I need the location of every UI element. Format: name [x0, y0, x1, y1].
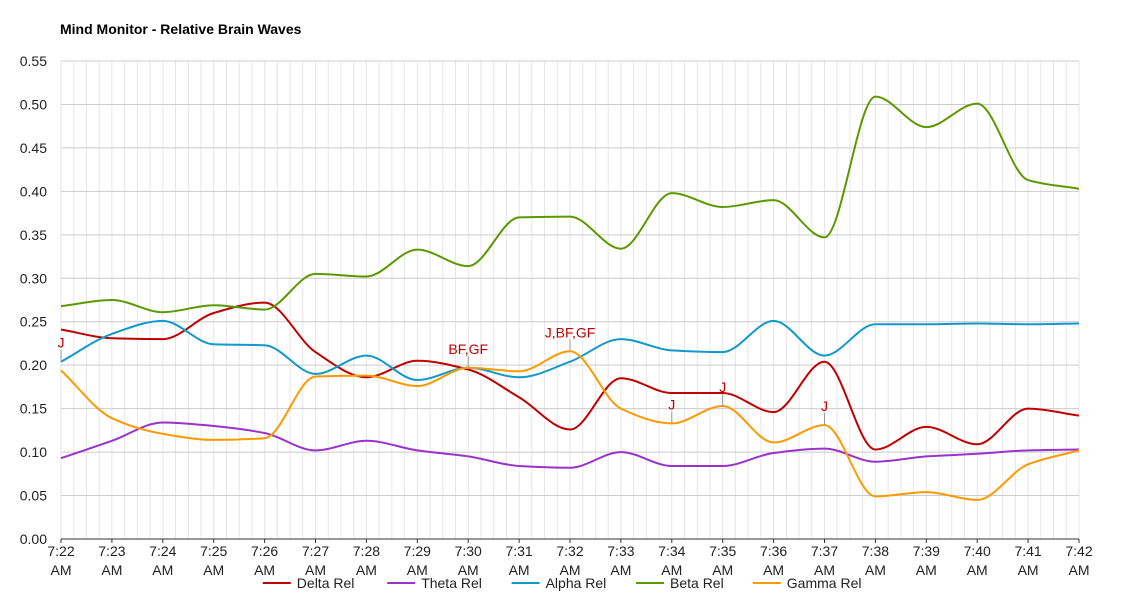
- legend-label: Gamma Rel: [787, 575, 862, 591]
- x-tick-label-ampm: AM: [916, 562, 937, 578]
- x-tick-label: 7:30: [455, 543, 482, 559]
- x-tick-label-ampm: AM: [152, 562, 173, 578]
- x-tick-label-ampm: AM: [51, 562, 72, 578]
- annotation-label: BF,GF: [448, 341, 488, 357]
- x-tick-label: 7:25: [200, 543, 227, 559]
- x-tick-label-ampm: AM: [1018, 562, 1039, 578]
- x-tick-label-ampm: AM: [610, 562, 631, 578]
- series-line-theta-rel: [60, 421, 1080, 469]
- x-tick-label: 7:32: [556, 543, 583, 559]
- annotation-label: J,BF,GF: [545, 324, 596, 340]
- series-line-alpha-rel: [60, 319, 1080, 381]
- y-tick-label: 0.35: [20, 227, 47, 243]
- x-tick-label-ampm: AM: [1069, 562, 1090, 578]
- y-tick-label: 0.40: [20, 183, 47, 199]
- y-tick-label: 0.15: [20, 401, 47, 417]
- x-tick-label-ampm: AM: [203, 562, 224, 578]
- y-tick-label: 0.30: [20, 270, 47, 286]
- annotation-label: J: [668, 396, 675, 412]
- x-tick-label: 7:31: [505, 543, 532, 559]
- y-tick-label: 0.55: [20, 53, 47, 69]
- x-tick-label: 7:38: [862, 543, 889, 559]
- x-tick-label: 7:40: [964, 543, 991, 559]
- x-tick-label-ampm: AM: [407, 562, 428, 578]
- axes: 0.00 0.05 0.10 0.15 0.20 0.25 0.30 0.35 0.40 0.45…: [20, 53, 1093, 578]
- chart-title: Mind Monitor - Relative Brain Waves: [60, 21, 302, 37]
- annotation-label: J: [821, 398, 828, 414]
- y-tick-label: 0.10: [20, 444, 47, 460]
- annotation-label: J: [58, 335, 65, 351]
- x-tick-label-ampm: AM: [763, 562, 784, 578]
- x-tick-label-ampm: AM: [305, 562, 326, 578]
- legend-label: Delta Rel: [297, 575, 355, 591]
- x-tick-label: 7:37: [811, 543, 838, 559]
- legend-label: Beta Rel: [670, 575, 724, 591]
- x-tick-label: 7:34: [658, 543, 685, 559]
- grid: [60, 60, 1080, 539]
- x-tick-label-ampm: AM: [356, 562, 377, 578]
- annotation-label: J: [719, 379, 726, 395]
- x-tick-label: 7:29: [404, 543, 431, 559]
- x-tick-label: 7:23: [98, 543, 125, 559]
- y-tick-label: 0.50: [20, 96, 47, 112]
- y-tick-label: 0.05: [20, 488, 47, 504]
- x-tick-label-ampm: AM: [458, 562, 479, 578]
- series-line-delta-rel: [60, 301, 1080, 451]
- x-tick-label-ampm: AM: [509, 562, 530, 578]
- x-tick-label: 7:35: [709, 543, 736, 559]
- x-tick-label-ampm: AM: [712, 562, 733, 578]
- series-line-beta-rel: [60, 95, 1080, 314]
- x-tick-label: 7:24: [149, 543, 176, 559]
- y-tick-label: 0.45: [20, 140, 47, 156]
- y-tick-label: 0.25: [20, 314, 47, 330]
- x-tick-label-ampm: AM: [560, 562, 581, 578]
- x-tick-label: 7:28: [353, 543, 380, 559]
- series-layer: [60, 95, 1080, 501]
- x-tick-label: 7:26: [251, 543, 278, 559]
- legend: Delta Rel Theta Rel Alpha Rel Beta Rel Gamma…: [262, 575, 862, 591]
- x-tick-label: 7:39: [913, 543, 940, 559]
- y-tick-label: 0.00: [20, 531, 47, 547]
- y-tick-label: 0.20: [20, 357, 47, 373]
- series-line-gamma-rel: [60, 350, 1080, 501]
- x-tick-label: 7:36: [760, 543, 787, 559]
- x-tick-label: 7:22: [47, 543, 74, 559]
- x-tick-label: 7:42: [1065, 543, 1092, 559]
- x-tick-label-ampm: AM: [254, 562, 275, 578]
- legend-label: Theta Rel: [421, 575, 482, 591]
- legend-label: Alpha Rel: [546, 575, 607, 591]
- x-tick-label-ampm: AM: [101, 562, 122, 578]
- x-tick-label-ampm: AM: [865, 562, 886, 578]
- annotations: J BF,GF J,BF,GF J J J: [58, 324, 828, 426]
- x-tick-label-ampm: AM: [814, 562, 835, 578]
- x-tick-label-ampm: AM: [967, 562, 988, 578]
- x-tick-label: 7:41: [1014, 543, 1041, 559]
- x-tick-label: 7:27: [302, 543, 329, 559]
- x-tick-label: 7:33: [607, 543, 634, 559]
- x-tick-label-ampm: AM: [661, 562, 682, 578]
